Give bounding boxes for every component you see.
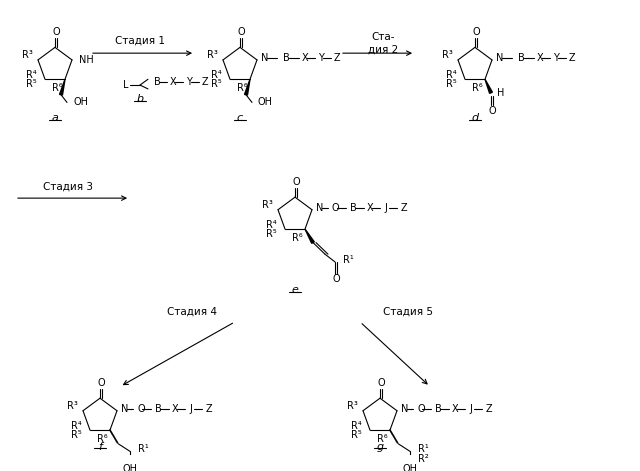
- Text: Z: Z: [569, 53, 575, 63]
- Text: N: N: [121, 404, 129, 414]
- Text: O: O: [292, 177, 300, 187]
- Text: OH: OH: [73, 97, 88, 107]
- Text: R⁴: R⁴: [351, 421, 362, 431]
- Text: B: B: [283, 53, 290, 63]
- Text: X: X: [537, 53, 543, 63]
- Text: Z: Z: [401, 203, 408, 213]
- Text: J: J: [189, 404, 192, 414]
- Polygon shape: [244, 79, 250, 95]
- Text: R⁵: R⁵: [71, 430, 82, 440]
- Text: N: N: [261, 53, 268, 63]
- Text: O: O: [488, 106, 496, 116]
- Text: R⁶: R⁶: [97, 434, 108, 444]
- Text: R⁶: R⁶: [237, 83, 248, 93]
- Text: d: d: [472, 113, 479, 123]
- Text: B: B: [518, 53, 525, 63]
- Text: R⁶: R⁶: [472, 83, 483, 93]
- Text: R³: R³: [22, 50, 33, 60]
- Text: Ста-: Ста-: [371, 32, 395, 42]
- Text: R⁴: R⁴: [446, 70, 457, 81]
- Text: R³: R³: [262, 200, 273, 210]
- Text: c: c: [237, 113, 243, 123]
- Text: J: J: [384, 203, 387, 213]
- Text: NH: NH: [79, 55, 93, 65]
- Text: R³: R³: [347, 401, 358, 411]
- Text: R⁶: R⁶: [377, 434, 388, 444]
- Text: Z: Z: [202, 77, 209, 87]
- Text: R⁴: R⁴: [71, 421, 82, 431]
- Text: Z: Z: [206, 404, 212, 414]
- Text: R¹: R¹: [343, 255, 354, 265]
- Text: O: O: [137, 404, 145, 414]
- Text: Z: Z: [486, 404, 493, 414]
- Text: R³: R³: [442, 50, 453, 60]
- Text: O: O: [417, 404, 424, 414]
- Text: O: O: [97, 378, 105, 388]
- Text: O: O: [332, 203, 340, 213]
- Text: OH: OH: [122, 464, 138, 471]
- Polygon shape: [305, 229, 314, 244]
- Text: L: L: [122, 80, 128, 90]
- Polygon shape: [485, 79, 492, 93]
- Text: R⁵: R⁵: [266, 229, 277, 239]
- Text: Стадия 5: Стадия 5: [383, 306, 433, 316]
- Text: Z: Z: [334, 53, 340, 63]
- Text: B: B: [155, 404, 162, 414]
- Text: дия 2: дия 2: [368, 44, 398, 54]
- Text: R⁴: R⁴: [211, 70, 222, 81]
- Text: Y: Y: [186, 77, 192, 87]
- Text: OH: OH: [403, 464, 417, 471]
- Polygon shape: [60, 79, 65, 95]
- Text: R⁵: R⁵: [26, 79, 37, 89]
- Text: O: O: [52, 27, 60, 37]
- Text: g: g: [376, 441, 383, 452]
- Text: b: b: [136, 94, 143, 104]
- Text: X: X: [367, 203, 374, 213]
- Text: R⁵: R⁵: [351, 430, 362, 440]
- Text: e: e: [292, 285, 298, 295]
- Text: O: O: [472, 27, 480, 37]
- Text: Стадия 4: Стадия 4: [167, 306, 217, 316]
- Text: B: B: [154, 77, 161, 87]
- Text: N: N: [401, 404, 408, 414]
- Text: R⁶: R⁶: [52, 83, 63, 93]
- Text: B: B: [435, 404, 442, 414]
- Text: X: X: [172, 404, 179, 414]
- Text: R⁴: R⁴: [26, 70, 37, 81]
- Text: X: X: [170, 77, 177, 87]
- Text: O: O: [332, 274, 340, 284]
- Text: O: O: [237, 27, 245, 37]
- Text: Стадия 3: Стадия 3: [43, 181, 93, 192]
- Text: J: J: [469, 404, 472, 414]
- Text: R¹: R¹: [138, 445, 148, 455]
- Text: R¹: R¹: [418, 445, 429, 455]
- Text: Y: Y: [318, 53, 324, 63]
- Text: R⁵: R⁵: [211, 79, 222, 89]
- Text: B: B: [350, 203, 356, 213]
- Text: Стадия 1: Стадия 1: [115, 36, 165, 46]
- Text: R⁴: R⁴: [266, 220, 277, 230]
- Text: N: N: [316, 203, 323, 213]
- Text: f: f: [98, 441, 102, 452]
- Text: a: a: [52, 113, 58, 123]
- Text: R⁵: R⁵: [446, 79, 457, 89]
- Text: X: X: [452, 404, 459, 414]
- Text: Y: Y: [553, 53, 559, 63]
- Text: O: O: [377, 378, 385, 388]
- Text: R³: R³: [207, 50, 218, 60]
- Text: OH: OH: [258, 97, 273, 107]
- Text: H: H: [497, 88, 504, 98]
- Text: R³: R³: [67, 401, 78, 411]
- Text: R⁶: R⁶: [292, 233, 303, 243]
- Text: R²: R²: [418, 454, 429, 464]
- Text: N: N: [496, 53, 504, 63]
- Text: X: X: [302, 53, 308, 63]
